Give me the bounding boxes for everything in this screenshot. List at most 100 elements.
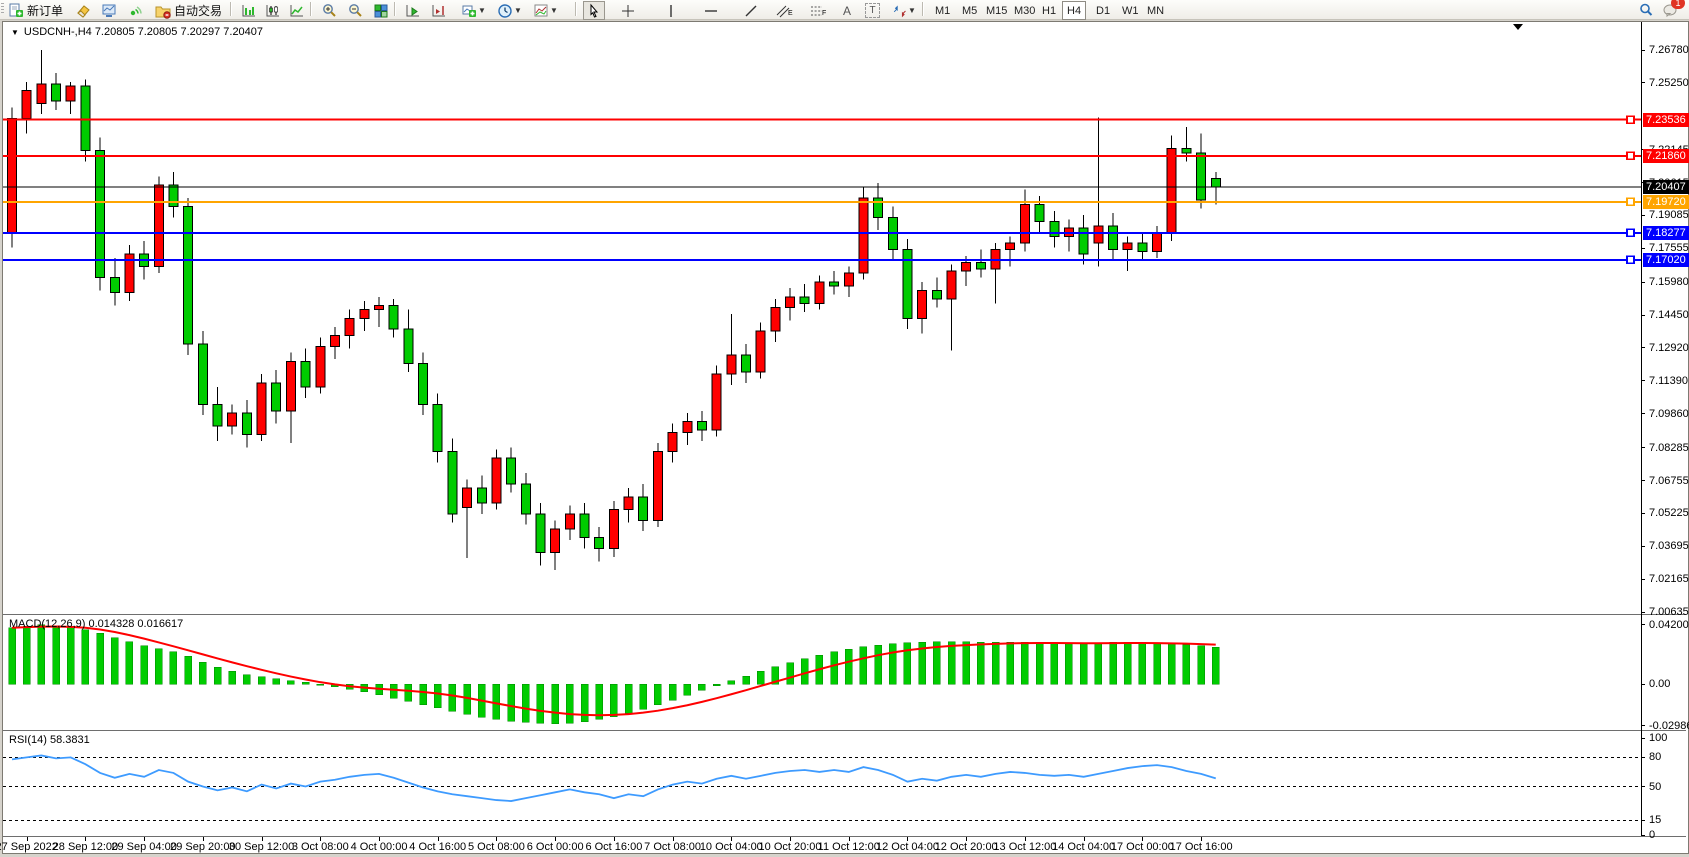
candlestick-chart-button[interactable] bbox=[262, 1, 284, 20]
rsi-axis-label: 15 bbox=[1649, 814, 1662, 827]
notifications-button[interactable]: 1 bbox=[1662, 0, 1685, 18]
macd-histogram-bar bbox=[22, 625, 31, 685]
macd-histogram-bar bbox=[1153, 642, 1161, 685]
text-label-tool-button[interactable]: T bbox=[862, 1, 883, 20]
timeframe-button-m1[interactable]: M1 bbox=[935, 4, 951, 17]
time-tick-mark bbox=[379, 837, 380, 841]
timeframe-button-m30[interactable]: M30 bbox=[1014, 4, 1036, 17]
macd-tick-mark bbox=[1641, 683, 1645, 685]
channel-tool-button[interactable]: E bbox=[772, 1, 796, 20]
vertical-line-tool-button[interactable] bbox=[660, 1, 682, 20]
timeframe-button-m15[interactable]: M15 bbox=[986, 4, 1008, 17]
new-order-button[interactable]: 新订单 bbox=[5, 1, 66, 20]
price-tick-label: 7.03695 bbox=[1649, 540, 1689, 553]
macd-histogram-bar bbox=[81, 629, 90, 685]
macd-histogram-bar bbox=[1094, 642, 1103, 685]
time-axis-label: 29 Sep 04:00 bbox=[111, 841, 177, 853]
chart-menu-triangle-icon[interactable]: ▼ bbox=[11, 28, 19, 37]
candle-body bbox=[1166, 147, 1177, 233]
line-chart-button[interactable] bbox=[286, 1, 308, 20]
toolbar-grip bbox=[1, 3, 4, 15]
candle-body bbox=[785, 296, 796, 309]
trendline-tool-button[interactable] bbox=[740, 1, 762, 20]
timeframe-button-h4[interactable]: H4 bbox=[1062, 1, 1087, 20]
macd-histogram-bar bbox=[947, 641, 956, 685]
candle-body bbox=[594, 537, 605, 549]
candle-body bbox=[329, 335, 340, 347]
timeframe-button-h1[interactable]: H1 bbox=[1042, 4, 1057, 17]
rsi-axis-label: 100 bbox=[1649, 732, 1668, 744]
candle-body bbox=[315, 345, 326, 388]
candle-body bbox=[271, 382, 282, 412]
horizontal-line-icon bbox=[705, 9, 717, 12]
time-tick-mark bbox=[496, 837, 498, 841]
chart-plot-area[interactable] bbox=[3, 22, 1686, 851]
signals-button[interactable] bbox=[124, 1, 146, 20]
candle-body bbox=[95, 150, 106, 278]
candle-body bbox=[741, 354, 751, 373]
zoom-out-button[interactable] bbox=[344, 1, 366, 20]
toolbar-separator bbox=[394, 2, 396, 16]
macd-histogram-bar bbox=[287, 680, 295, 685]
arrows-tool-button[interactable]: ▼ bbox=[888, 1, 919, 20]
market-watch-button[interactable] bbox=[98, 1, 120, 20]
candle-body bbox=[564, 513, 575, 530]
timeframe-button-m5[interactable]: M5 bbox=[962, 4, 978, 17]
text-tool-button[interactable]: A bbox=[836, 1, 858, 20]
macd-histogram-bar bbox=[184, 656, 192, 685]
candle-body bbox=[506, 457, 517, 485]
template-icon bbox=[534, 4, 548, 16]
price-tick-mark bbox=[1641, 49, 1645, 51]
rsi-tick-mark bbox=[1641, 786, 1645, 787]
time-axis-label: 28 Sep 12:00 bbox=[52, 841, 119, 853]
macd-histogram-bar bbox=[111, 637, 119, 685]
crosshair-tool-button[interactable] bbox=[617, 1, 639, 20]
rsi-tick-mark bbox=[1641, 737, 1645, 739]
time-axis-label: 6 Oct 16:00 bbox=[585, 841, 643, 853]
price-tick-label: 7.00635 bbox=[1649, 606, 1689, 619]
cursor-tool-button[interactable] bbox=[583, 1, 605, 20]
macd-histogram-bar bbox=[389, 683, 398, 699]
zoom-in-button[interactable] bbox=[318, 1, 340, 20]
timeframe-button-mn[interactable]: MN bbox=[1147, 4, 1165, 17]
candle-body bbox=[1181, 147, 1192, 154]
autotrading-button[interactable]: 自动交易 bbox=[152, 1, 225, 20]
chart-shift-button[interactable] bbox=[428, 1, 450, 20]
periods-button[interactable]: ▼ bbox=[494, 1, 525, 20]
level-line-handle bbox=[1626, 255, 1635, 265]
candle-body bbox=[946, 270, 957, 300]
candle-body bbox=[300, 360, 311, 388]
autotrading-label: 自动交易 bbox=[174, 4, 223, 18]
time-axis-label: 29 Sep 20:00 bbox=[170, 841, 236, 853]
time-axis-label: 10 Oct 20:00 bbox=[758, 841, 822, 853]
macd-histogram-bar bbox=[874, 644, 882, 685]
candle-body bbox=[124, 253, 135, 294]
new-chart-button[interactable]: ▼ bbox=[458, 1, 489, 20]
macd-histogram-bar bbox=[125, 641, 134, 685]
horizontal-line-tool-button[interactable] bbox=[700, 1, 722, 20]
auto-scroll-button[interactable] bbox=[402, 1, 424, 20]
timeframe-button-d1[interactable]: D1 bbox=[1096, 4, 1111, 17]
rsi-tick-mark bbox=[1641, 819, 1645, 821]
macd-histogram-bar bbox=[786, 662, 794, 685]
templates-button[interactable]: ▼ bbox=[530, 1, 561, 20]
macd-histogram-bar bbox=[859, 646, 868, 685]
tile-windows-button[interactable] bbox=[370, 1, 392, 20]
candle-body bbox=[476, 487, 487, 504]
candle-body bbox=[814, 281, 825, 304]
price-tick-label: 7.05225 bbox=[1649, 507, 1689, 520]
search-button[interactable] bbox=[1638, 1, 1654, 18]
styler-button[interactable] bbox=[72, 1, 94, 20]
macd-histogram-bar bbox=[199, 661, 207, 685]
chart-shift-marker-icon[interactable] bbox=[1513, 24, 1523, 30]
timeframe-button-w1[interactable]: W1 bbox=[1122, 4, 1139, 17]
rsi-axis-label: 80 bbox=[1649, 751, 1662, 764]
bar-chart-button[interactable] bbox=[238, 1, 260, 20]
fibonacci-tool-button[interactable]: F bbox=[806, 1, 829, 20]
candle-body bbox=[858, 197, 869, 274]
time-axis-label: 17 Oct 00:00 bbox=[1110, 841, 1174, 853]
macd-histogram-bar bbox=[419, 683, 427, 705]
macd-histogram-bar bbox=[8, 627, 16, 685]
time-axis-label: 13 Oct 12:00 bbox=[993, 841, 1057, 853]
new-order-label: 新订单 bbox=[27, 4, 64, 18]
